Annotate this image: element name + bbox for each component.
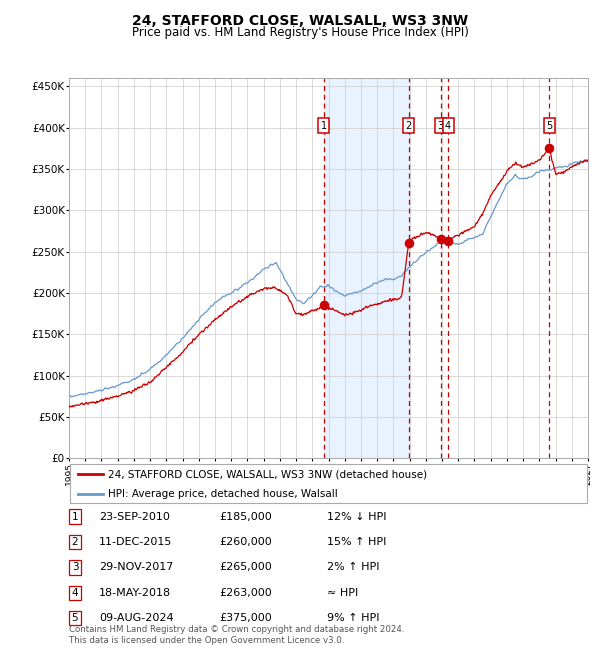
Bar [549, 78, 588, 458]
Text: 4: 4 [71, 588, 79, 598]
Text: 1: 1 [321, 120, 327, 131]
Text: 4: 4 [445, 120, 451, 131]
Text: 9% ↑ HPI: 9% ↑ HPI [327, 613, 380, 623]
Text: 12% ↓ HPI: 12% ↓ HPI [327, 512, 386, 522]
Text: £263,000: £263,000 [219, 588, 272, 598]
Text: 24, STAFFORD CLOSE, WALSALL, WS3 3NW: 24, STAFFORD CLOSE, WALSALL, WS3 3NW [132, 14, 468, 29]
Text: £265,000: £265,000 [219, 562, 272, 573]
Text: 2: 2 [406, 120, 412, 131]
Text: 09-AUG-2024: 09-AUG-2024 [99, 613, 173, 623]
Bar [324, 78, 409, 458]
Text: 2: 2 [71, 537, 79, 547]
Text: £185,000: £185,000 [219, 512, 272, 522]
Point [319, 300, 329, 311]
Text: 18-MAY-2018: 18-MAY-2018 [99, 588, 171, 598]
Text: 11-DEC-2015: 11-DEC-2015 [99, 537, 172, 547]
Text: 23-SEP-2010: 23-SEP-2010 [99, 512, 170, 522]
Text: 5: 5 [71, 613, 79, 623]
Text: 3: 3 [71, 562, 79, 573]
Text: £375,000: £375,000 [219, 613, 272, 623]
Point [443, 236, 453, 246]
Text: 5: 5 [546, 120, 552, 131]
Text: 24, STAFFORD CLOSE, WALSALL, WS3 3NW (detached house): 24, STAFFORD CLOSE, WALSALL, WS3 3NW (de… [108, 469, 427, 479]
Text: £260,000: £260,000 [219, 537, 272, 547]
Point [436, 234, 445, 244]
Text: HPI: Average price, detached house, Walsall: HPI: Average price, detached house, Wals… [108, 489, 338, 499]
Text: Price paid vs. HM Land Registry's House Price Index (HPI): Price paid vs. HM Land Registry's House … [131, 26, 469, 39]
Text: 1: 1 [71, 512, 79, 522]
Point [404, 238, 413, 248]
Text: 29-NOV-2017: 29-NOV-2017 [99, 562, 173, 573]
Point [544, 143, 554, 153]
Text: 15% ↑ HPI: 15% ↑ HPI [327, 537, 386, 547]
Text: 2% ↑ HPI: 2% ↑ HPI [327, 562, 380, 573]
FancyBboxPatch shape [70, 464, 587, 503]
Text: Contains HM Land Registry data © Crown copyright and database right 2024.
This d: Contains HM Land Registry data © Crown c… [69, 625, 404, 645]
Text: 3: 3 [437, 120, 443, 131]
Text: ≈ HPI: ≈ HPI [327, 588, 358, 598]
